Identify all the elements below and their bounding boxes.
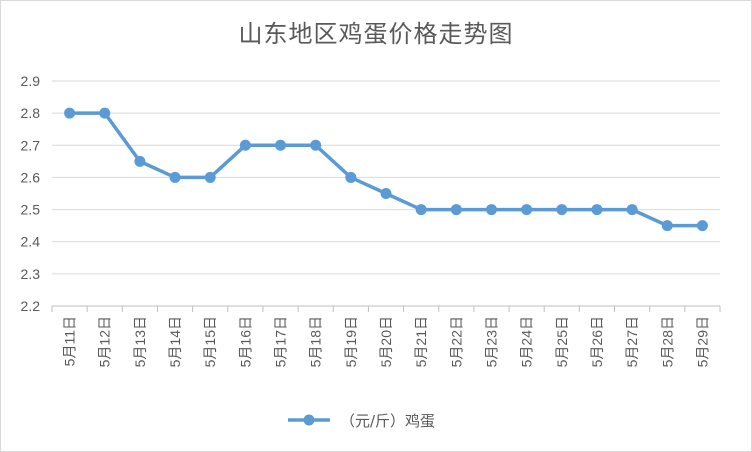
data-point bbox=[415, 204, 427, 216]
x-axis-tick-labels: 5月11日 5月12日 5月13日 5月14日 5月15日 5月16日 5月17日 5月18日… bbox=[62, 316, 711, 367]
data-point bbox=[485, 204, 497, 216]
data-point bbox=[345, 171, 357, 183]
x-tick-label: 5月15日 bbox=[202, 316, 218, 367]
x-tick-label: 5月20日 bbox=[378, 316, 394, 367]
data-point bbox=[380, 188, 392, 199]
y-tick-label: 2.5 bbox=[21, 202, 41, 218]
x-tick-label: 5月26日 bbox=[589, 316, 605, 367]
x-tick-label: 5月25日 bbox=[554, 316, 570, 367]
y-tick-label: 2.8 bbox=[21, 105, 41, 121]
data-point bbox=[134, 155, 146, 167]
x-tick-label: 5月18日 bbox=[308, 316, 324, 367]
legend-dot-marker bbox=[303, 414, 315, 426]
x-tick-label: 5月28日 bbox=[659, 316, 675, 367]
data-point bbox=[275, 139, 287, 151]
legend-label: （元/斤）鸡蛋 bbox=[340, 412, 435, 430]
x-tick-label: 5月27日 bbox=[624, 316, 640, 367]
data-point bbox=[591, 204, 603, 216]
data-point bbox=[169, 171, 181, 183]
x-tick-label: 5月16日 bbox=[237, 316, 253, 367]
gridlines bbox=[52, 80, 720, 275]
data-point bbox=[661, 220, 673, 232]
chart-title: 山东地区鸡蛋价格走势图 bbox=[238, 20, 514, 48]
data-point bbox=[310, 139, 322, 151]
data-point bbox=[556, 204, 568, 216]
x-tick-label: 5月22日 bbox=[448, 316, 464, 367]
series-line bbox=[69, 111, 703, 228]
data-point bbox=[239, 139, 251, 151]
y-tick-label: 2.2 bbox=[21, 298, 41, 314]
y-tick-label: 2.9 bbox=[21, 73, 41, 89]
data-point bbox=[204, 171, 216, 183]
data-point bbox=[450, 204, 462, 216]
y-tick-label: 2.6 bbox=[21, 169, 41, 185]
y-axis-tick-labels: 2.2 2.3 2.4 2.5 2.6 2.7 2.8 2.9 bbox=[21, 73, 41, 314]
x-tick-label: 5月11日 bbox=[62, 316, 78, 366]
series-group bbox=[64, 107, 708, 232]
x-tick-label: 5月24日 bbox=[519, 316, 535, 367]
x-tick-label: 5月17日 bbox=[273, 316, 289, 367]
x-tick-label: 5月14日 bbox=[167, 316, 183, 367]
x-tick-label: 5月21日 bbox=[413, 316, 429, 367]
data-point bbox=[64, 107, 76, 119]
x-tick-label: 5月29日 bbox=[694, 316, 710, 367]
y-tick-label: 2.7 bbox=[21, 137, 41, 153]
data-point bbox=[99, 107, 111, 119]
x-tick-label: 5月23日 bbox=[483, 316, 499, 367]
y-tick-label: 2.3 bbox=[21, 266, 41, 282]
x-tick-label: 5月13日 bbox=[132, 316, 148, 367]
data-point bbox=[696, 220, 708, 232]
data-point bbox=[521, 204, 533, 216]
y-tick-label: 2.4 bbox=[21, 234, 41, 250]
legend: （元/斤）鸡蛋 bbox=[288, 412, 435, 430]
x-tick-label: 5月12日 bbox=[97, 316, 113, 367]
x-tick-label: 5月19日 bbox=[343, 316, 359, 367]
x-axis bbox=[51, 305, 721, 312]
data-point bbox=[626, 204, 638, 216]
